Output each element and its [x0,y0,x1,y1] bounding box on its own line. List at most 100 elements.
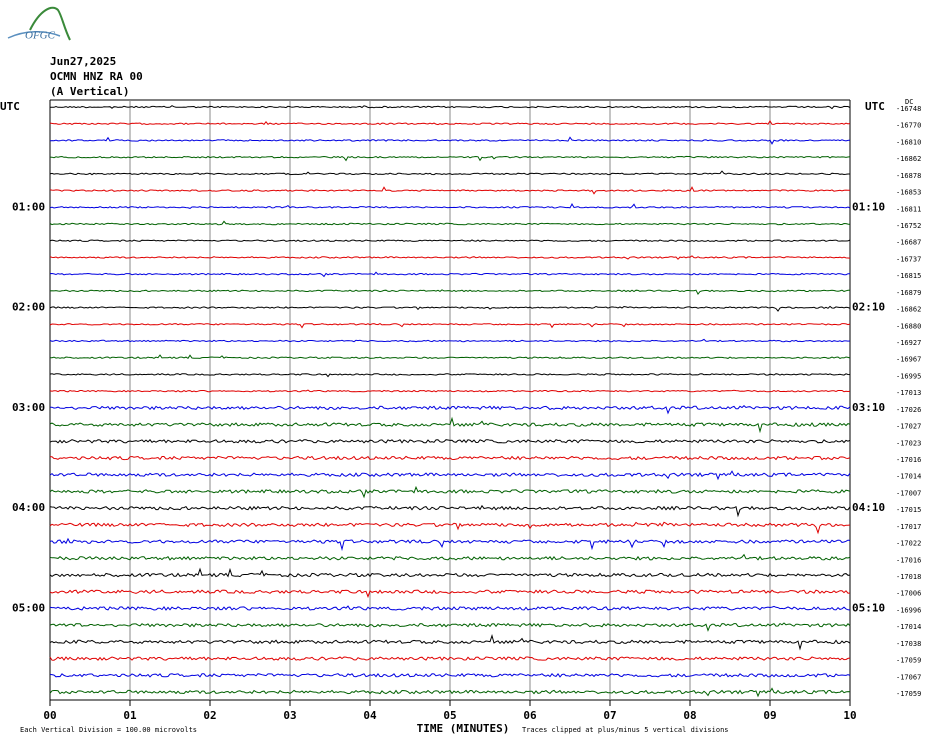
trace [49,271,851,278]
trace [49,305,851,312]
station: OCMN HNZ RA 00 [50,70,143,83]
x-tick-label: 08 [683,709,696,722]
dc-offset: -17015 [896,506,921,514]
trace [49,323,851,329]
trace [49,521,851,535]
x-tick-label: 05 [443,709,456,722]
dc-offset: -17038 [896,640,921,648]
left-time-label: 03:00 [12,401,45,414]
dc-offset: -16967 [896,356,921,364]
x-tick-label: 06 [523,709,537,722]
logo: OFGC [7,6,71,42]
x-tick-label: 07 [603,709,616,722]
trace [49,622,851,632]
clip-note: Traces clipped at plus/minus 5 vertical … [522,726,729,734]
dc-offset: -17059 [896,690,921,698]
right-time-label: 03:10 [852,401,885,414]
dc-offset: -16853 [896,189,921,197]
dc-offset: -16810 [896,138,921,146]
trace [49,687,851,698]
dc-offset: -16996 [896,606,921,614]
dc-offset: -16862 [896,306,921,314]
dc-offset: -17026 [896,406,921,414]
dc-offset: -16752 [896,222,921,230]
dc-offset: -17007 [896,489,921,497]
left-time-label: 01:00 [12,200,45,213]
trace [50,455,851,461]
trace [49,416,851,434]
x-tick-label: 10 [843,709,856,722]
trace [49,289,851,296]
left-time-label: 02:00 [12,301,45,314]
trace [49,354,851,359]
trace [49,373,851,378]
trace [49,186,851,195]
dc-offset: -16927 [896,339,921,347]
trace [49,672,851,678]
trace [49,589,851,599]
dc-offset: -16880 [896,322,921,330]
trace [49,605,851,611]
logo-text: OFGC [25,30,56,42]
trace [49,470,851,481]
trace [49,567,851,578]
left-time-label: 04:00 [12,501,45,514]
trace [49,633,851,651]
x-tick-label: 04 [363,709,377,722]
dc-offset: -16862 [896,155,921,163]
right-time-label: 04:10 [852,501,885,514]
component: (A Vertical) [50,85,129,98]
right-time-label: 02:10 [852,301,885,314]
trace [49,220,851,226]
trace [49,255,851,260]
date: Jun27,2025 [50,55,116,68]
trace [49,553,851,561]
trace [49,504,851,518]
dc-offset: -17059 [896,657,921,665]
dc-offset: -16770 [896,122,921,130]
x-tick-label: 02 [203,709,216,722]
trace [49,170,850,176]
dc-offset: -17014 [896,623,921,631]
dc-offset: -17006 [896,590,921,598]
trace [49,389,851,393]
left-utc: UTC [0,100,20,113]
dc-offset: -16878 [896,172,921,180]
trace [50,405,851,415]
x-tick-label: 00 [43,709,56,722]
dc-offset: -16879 [896,289,921,297]
trace [49,120,851,126]
trace [49,485,851,499]
right-time-label: 05:10 [852,601,885,614]
dc-offset: -16687 [896,239,921,247]
x-tick-label: 03 [283,709,296,722]
trace [49,439,851,444]
dc-offset: -16815 [896,272,921,280]
dc-offset: -17022 [896,540,921,548]
dc-offset: -16737 [896,255,921,263]
dc-offset: -16748 [896,105,921,113]
x-axis-label: TIME (MINUTES) [417,722,510,735]
trace [49,656,851,661]
trace [50,105,851,110]
dc-label: DC [905,98,913,106]
dc-offset: -16995 [896,372,921,380]
dc-offset: -17067 [896,673,921,681]
scale-note: Each Vertical Division = 100.00 microvol… [20,726,197,734]
right-utc: UTC [865,100,885,113]
dc-offset: -17016 [896,556,921,564]
dc-offset: -17027 [896,423,921,431]
trace [49,136,851,145]
dc-offset: -17014 [896,473,921,481]
dc-offset: -17017 [896,523,921,531]
trace [49,202,851,209]
trace [49,338,851,343]
dc-offset: -17023 [896,439,921,447]
dc-offset: -16811 [896,205,921,213]
trace [49,239,851,242]
dc-offset: -17016 [896,456,921,464]
dc-offset: -17018 [896,573,921,581]
trace [49,155,851,162]
